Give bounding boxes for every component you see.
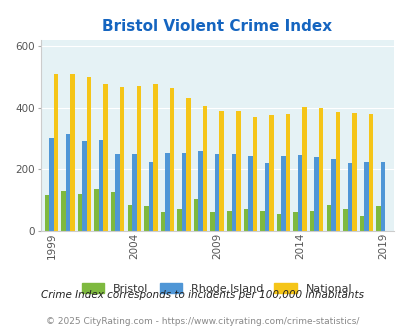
Bar [235, 111, 240, 231]
Bar [252, 117, 256, 231]
Bar [78, 194, 82, 231]
Bar [297, 155, 302, 231]
Bar [132, 154, 136, 231]
Bar [302, 107, 306, 231]
Bar [198, 151, 202, 231]
Bar [293, 213, 297, 231]
Bar [53, 74, 58, 231]
Bar [264, 163, 269, 231]
Bar [103, 84, 108, 231]
Text: Crime Index corresponds to incidents per 100,000 inhabitants: Crime Index corresponds to incidents per… [41, 290, 364, 300]
Bar [165, 153, 169, 231]
Bar [144, 206, 148, 231]
Bar [260, 211, 264, 231]
Bar [87, 77, 91, 231]
Bar [351, 113, 356, 231]
Bar [226, 211, 231, 231]
Bar [177, 210, 181, 231]
Bar [82, 142, 87, 231]
Bar [342, 210, 347, 231]
Bar [70, 74, 75, 231]
Bar [330, 159, 335, 231]
Bar [115, 154, 119, 231]
Bar [160, 213, 165, 231]
Bar [314, 157, 318, 231]
Bar [281, 156, 285, 231]
Bar [219, 111, 224, 231]
Bar [231, 154, 235, 231]
Bar [368, 114, 372, 231]
Bar [66, 134, 70, 231]
Bar [318, 109, 323, 231]
Bar [309, 211, 314, 231]
Bar [380, 162, 384, 231]
Bar [243, 210, 247, 231]
Legend: Bristol, Rhode Island, National: Bristol, Rhode Island, National [78, 279, 356, 298]
Bar [61, 191, 66, 231]
Bar [49, 138, 53, 231]
Bar [148, 162, 153, 231]
Bar [119, 87, 124, 231]
Bar [247, 156, 252, 231]
Bar [153, 84, 157, 231]
Bar [214, 154, 219, 231]
Bar [210, 213, 214, 231]
Bar [363, 162, 368, 231]
Bar [276, 214, 281, 231]
Bar [359, 215, 363, 231]
Bar [186, 98, 190, 231]
Bar [202, 106, 207, 231]
Bar [269, 115, 273, 231]
Bar [45, 195, 49, 231]
Bar [136, 86, 141, 231]
Bar [127, 205, 132, 231]
Bar [99, 140, 103, 231]
Bar [169, 88, 174, 231]
Bar [347, 163, 351, 231]
Bar [335, 112, 339, 231]
Bar [285, 114, 290, 231]
Bar [111, 192, 115, 231]
Bar [194, 199, 198, 231]
Bar [326, 205, 330, 231]
Bar [375, 206, 380, 231]
Bar [181, 153, 186, 231]
Text: © 2025 CityRating.com - https://www.cityrating.com/crime-statistics/: © 2025 CityRating.com - https://www.city… [46, 317, 359, 326]
Bar [94, 189, 99, 231]
Title: Bristol Violent Crime Index: Bristol Violent Crime Index [102, 19, 331, 34]
